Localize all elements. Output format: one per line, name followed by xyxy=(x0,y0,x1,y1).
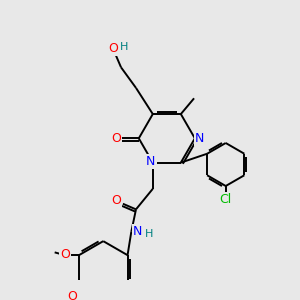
Text: N: N xyxy=(133,225,142,238)
Text: O: O xyxy=(68,290,77,300)
Text: O: O xyxy=(111,132,121,145)
Text: O: O xyxy=(111,194,121,206)
Text: H: H xyxy=(145,229,153,239)
Text: Cl: Cl xyxy=(220,193,232,206)
Text: H: H xyxy=(120,42,128,52)
Text: O: O xyxy=(60,248,70,261)
Text: N: N xyxy=(146,155,156,168)
Text: O: O xyxy=(109,42,118,55)
Text: N: N xyxy=(195,132,204,145)
